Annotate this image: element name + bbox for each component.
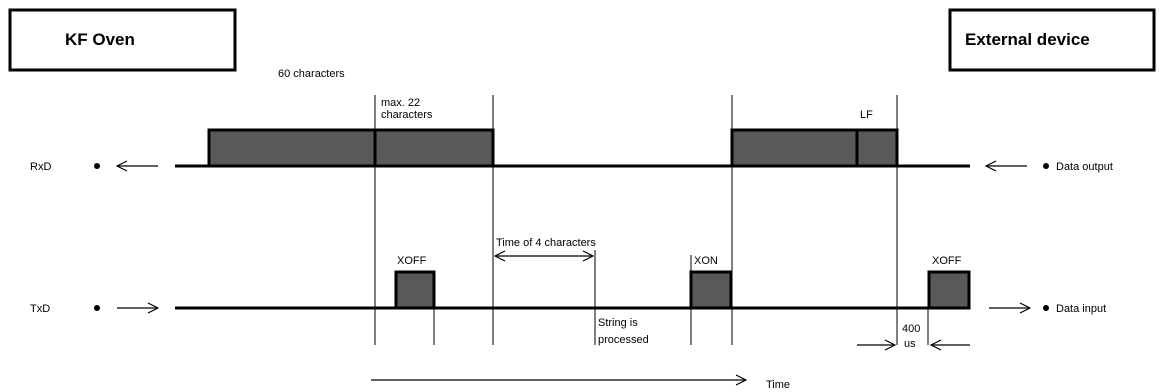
lf-label: LF (860, 109, 873, 121)
data-input-dot (1043, 305, 1049, 311)
rxd-block-60-chars (207, 128, 377, 168)
sixty-characters-label: 60 characters (278, 68, 345, 80)
txd-block-xoff-2 (927, 270, 971, 310)
rxd-block-data (730, 128, 859, 168)
external-device-box: External device (948, 8, 1156, 72)
external-device-title: External device (965, 30, 1090, 49)
data-output-dot (1043, 163, 1049, 169)
kf-oven-box: KF Oven (8, 8, 237, 72)
xoff-2-label: XOFF (932, 255, 962, 267)
xon-label: XON (694, 255, 718, 267)
txd-signal: TxD XOFF XON XOFF Data input (30, 255, 1106, 315)
data-output-label: Data output (1056, 161, 1113, 173)
time-axis: Time (371, 379, 790, 391)
gap-value-label: 400 (902, 323, 920, 335)
txd-terminal-dot (94, 305, 100, 311)
string-processed-line2: processed (598, 334, 649, 346)
txd-block-xoff-1 (394, 270, 436, 310)
max-22-label-line1: max. 22 (381, 97, 420, 109)
rxd-label: RxD (30, 161, 51, 173)
txd-label: TxD (30, 303, 50, 315)
max-22-label-line2: characters (381, 109, 433, 121)
rxd-signal: RxD Data output (30, 128, 1113, 173)
txd-block-xon (689, 270, 733, 310)
rxd-terminal-dot (94, 163, 100, 169)
gap-400-us: 400 us (857, 323, 970, 350)
data-input-label: Data input (1056, 303, 1106, 315)
time-of-4-characters: Time of 4 characters (495, 237, 596, 256)
kf-oven-title: KF Oven (65, 30, 135, 49)
time-of-4-label: Time of 4 characters (496, 237, 596, 249)
xoff-1-label: XOFF (397, 255, 427, 267)
string-processed-line1: String is (598, 317, 638, 329)
gap-unit-label: us (904, 338, 916, 350)
rxd-block-lf (855, 128, 899, 168)
time-label: Time (766, 379, 790, 391)
rxd-block-22-chars (373, 128, 495, 168)
